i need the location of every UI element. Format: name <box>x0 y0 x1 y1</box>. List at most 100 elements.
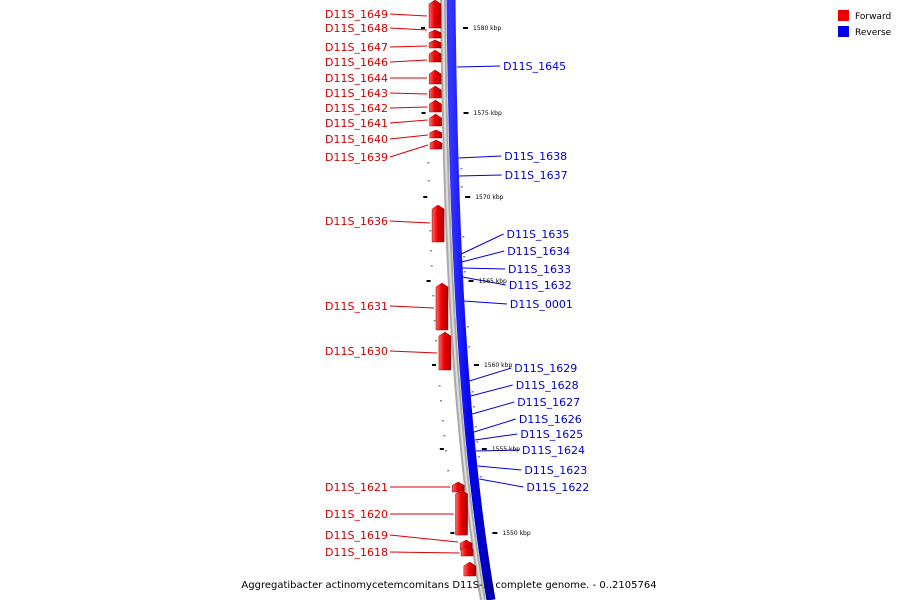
spacer-dot <box>429 230 432 232</box>
reverse-gene-label[interactable]: D11S_1632 <box>509 279 572 292</box>
reverse-gene-label[interactable]: D11S_1624 <box>522 444 585 457</box>
spacer-dot <box>480 476 483 478</box>
legend-forward-label: Forward <box>855 12 891 22</box>
spacer-dot <box>427 162 430 164</box>
reverse-gene-label[interactable]: D11S_0001 <box>510 298 573 311</box>
legend-forward-swatch <box>838 10 849 21</box>
spacer-dot <box>472 406 475 408</box>
spacer-dot <box>444 450 447 452</box>
forward-gene-label[interactable]: D11S_1630 <box>325 345 388 358</box>
forward-gene-label[interactable]: D11S_1643 <box>325 87 388 100</box>
spacer-dot <box>474 426 477 428</box>
forward-gene-leader <box>389 534 458 543</box>
reverse-gene-leader <box>458 155 502 159</box>
spacer-dot <box>465 301 468 303</box>
forward-gene-label[interactable]: D11S_1648 <box>325 22 388 35</box>
spacer-dot <box>468 346 471 348</box>
spacer-dot <box>433 320 436 322</box>
forward-gene-leader <box>389 119 428 124</box>
forward-gene-leader <box>389 350 438 354</box>
spacer-dot <box>460 186 463 188</box>
reverse-gene-leader <box>461 233 504 255</box>
forward-gene-label[interactable]: D11S_1641 <box>325 117 388 130</box>
forward-gene-label[interactable]: D11S_1639 <box>325 151 388 164</box>
forward-gene-label[interactable]: D11S_1640 <box>325 133 388 146</box>
scale-tick-label: 1560 kbp <box>484 362 512 369</box>
reverse-gene-label[interactable]: D11S_1638 <box>504 150 567 163</box>
forward-gene-arrow <box>429 129 443 139</box>
forward-gene-arrow <box>428 39 442 49</box>
reverse-gene-label[interactable]: D11S_1634 <box>507 245 570 258</box>
reverse-gene-label[interactable]: D11S_1635 <box>506 228 569 241</box>
scale-tick-label: 1580 kbp <box>473 25 501 32</box>
forward-gene-leader <box>389 106 428 109</box>
forward-gene-leader <box>389 551 460 554</box>
forward-gene-label[interactable]: D11S_1636 <box>325 215 388 228</box>
forward-gene-label[interactable]: D11S_1644 <box>325 72 388 85</box>
spacer-dot <box>463 256 466 258</box>
forward-gene-arrow <box>452 481 465 493</box>
forward-gene-arrow <box>429 99 442 113</box>
legend-reverse-swatch <box>838 26 849 37</box>
reverse-gene-label[interactable]: D11S_1627 <box>517 396 580 409</box>
forward-gene-label[interactable]: D11S_1642 <box>325 102 388 115</box>
reverse-gene-leader <box>469 367 512 382</box>
forward-gene-arrow <box>431 204 445 243</box>
forward-gene-label[interactable]: D11S_1631 <box>325 300 388 313</box>
reverse-gene-label[interactable]: D11S_1628 <box>516 379 579 392</box>
spacer-dot <box>427 180 430 182</box>
reverse-gene-label[interactable]: D11S_1645 <box>503 60 566 73</box>
genome-caption: Aggregatibacter actinomycetemcomitans D1… <box>241 580 656 591</box>
legend: Forward Reverse <box>838 10 892 38</box>
reverse-gene-leader <box>461 250 505 263</box>
forward-gene-label[interactable]: D11S_1618 <box>325 546 388 559</box>
spacer-dots <box>427 162 483 478</box>
spacer-dot <box>439 400 442 402</box>
reverse-gene-label[interactable]: D11S_1626 <box>519 413 582 426</box>
scale-ticks: 1580 kbp 1575 kbp 1570 kbp 1565 kbp 1560 kbp… <box>421 25 531 537</box>
scale-tick-label: 1550 kbp <box>502 530 530 537</box>
spacer-dot <box>430 265 433 267</box>
scale-tick-label: 1565 kbp <box>479 278 507 285</box>
forward-gene-arrow <box>460 545 474 557</box>
forward-gene-label[interactable]: D11S_1619 <box>325 529 388 542</box>
forward-gene-arrow <box>428 29 442 39</box>
forward-gene-arrow <box>428 49 442 63</box>
reverse-gene-leader <box>463 300 507 305</box>
reverse-gene-leader <box>479 478 524 488</box>
forward-gene-arrow <box>438 331 452 371</box>
forward-gene-label[interactable]: D11S_1646 <box>325 56 388 69</box>
forward-gene-leader <box>389 305 435 309</box>
reverse-gene-label[interactable]: D11S_1625 <box>520 428 583 441</box>
reverse-gene-label[interactable]: D11S_1633 <box>508 263 571 276</box>
spacer-dot <box>477 456 480 458</box>
reverse-gene-leader <box>476 449 520 452</box>
forward-gene-leader <box>389 134 428 140</box>
reverse-gene-leader <box>472 401 515 415</box>
reverse-gene-label[interactable]: D11S_1637 <box>505 169 568 182</box>
reverse-gene-leader <box>477 465 522 471</box>
reverse-gene-label[interactable]: D11S_1629 <box>514 362 577 375</box>
forward-gene-shapes <box>428 0 477 577</box>
spacer-dot <box>430 250 433 252</box>
forward-gene-label[interactable]: D11S_1621 <box>325 481 388 494</box>
forward-gene-arrow <box>428 0 442 29</box>
reverse-gene-leader <box>470 384 513 397</box>
forward-gene-arrow <box>429 85 442 99</box>
forward-gene-label[interactable]: D11S_1620 <box>325 508 388 521</box>
forward-gene-label[interactable]: D11S_1649 <box>325 8 388 21</box>
forward-gene-leader <box>389 27 428 31</box>
reverse-gene-leader <box>474 433 518 441</box>
forward-gene-arrow <box>435 282 449 331</box>
reverse-gene-leader <box>457 65 501 68</box>
forward-gene-leader <box>389 13 428 17</box>
legend-reverse-label: Reverse <box>855 28 892 38</box>
spacer-dot <box>438 385 441 387</box>
reverse-gene-label[interactable]: D11S_1622 <box>526 481 589 494</box>
spacer-dot <box>460 168 463 170</box>
reverse-strand-band <box>446 0 496 600</box>
reverse-gene-label[interactable]: D11S_1623 <box>524 464 587 477</box>
spacer-dot <box>441 420 444 422</box>
forward-gene-label[interactable]: D11S_1647 <box>325 41 388 54</box>
forward-gene-leader <box>389 220 431 224</box>
